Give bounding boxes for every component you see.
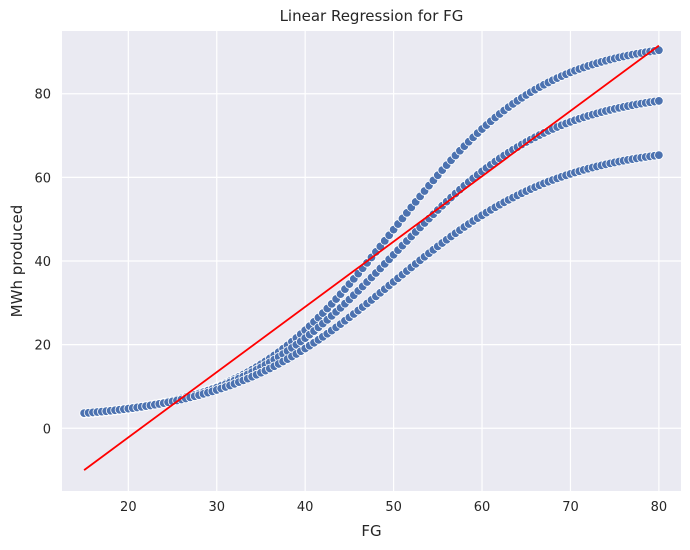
x-tick-label: 80 [651,500,668,515]
y-tick-label: 20 [34,339,51,354]
scatter-point [654,96,664,106]
regression-lines [83,44,660,471]
y-tick-label: 0 [43,422,51,437]
x-tick-label: 30 [208,500,225,515]
x-tick-label: 20 [120,500,137,515]
y-axis-label: MWh produced [8,205,26,318]
x-tick-label: 50 [385,500,402,515]
y-tick-label: 40 [34,255,51,270]
scatter-point [654,150,664,160]
regression-line [83,44,660,471]
y-tick-label: 80 [34,88,51,103]
x-axis-label: FG [361,522,381,540]
y-tick-labels: 0 20 40 60 80 [34,88,51,438]
x-tick-labels: 20 30 40 50 60 70 80 [120,500,667,515]
x-tick-label: 40 [297,500,314,515]
scatter-points [79,45,664,419]
y-tick-label: 60 [34,171,51,186]
x-tick-label: 70 [562,500,579,515]
chart-title: Linear Regression for FG [280,7,464,25]
x-tick-label: 60 [474,500,491,515]
